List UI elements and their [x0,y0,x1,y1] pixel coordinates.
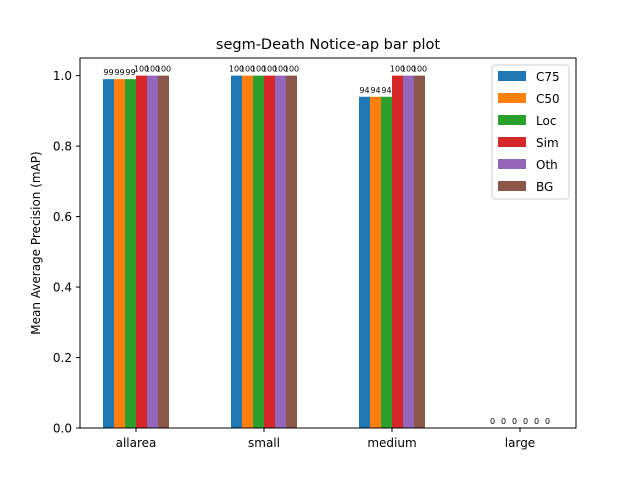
x-tick-label: large [505,436,535,450]
data-label-sim-small: 100 [262,65,277,74]
legend-swatch-c50 [498,93,526,103]
chart-title: segm-Death Notice-ap bar plot [216,37,441,53]
data-label-oth-small: 100 [273,65,288,74]
data-label-c50-small: 100 [240,65,255,74]
bar-loc-allarea [125,79,136,429]
bar-oth-medium [403,75,414,428]
bar-bg-small [286,75,297,428]
data-label-c75-allarea: 99 [103,68,113,77]
x-axis: allarea small medium large [116,428,535,450]
bar-sim-medium [392,75,403,428]
data-label-oth-allarea: 100 [145,65,160,74]
legend-label-c75: C75 [536,70,560,84]
data-label-bg-small: 100 [284,65,299,74]
data-label-c75-small: 100 [229,65,244,74]
data-label-c75-large: 0 [490,417,495,426]
legend-label-oth: Oth [536,158,558,172]
bar-c50-allarea [114,79,125,429]
y-tick-label: 1.0 [53,69,72,83]
y-tick-label: 0.8 [53,140,72,154]
data-label-loc-small: 100 [251,65,266,74]
y-tick-label: 0.0 [53,422,72,436]
legend-label-sim: Sim [536,136,559,150]
bars-group [103,75,425,429]
legend-box [491,64,570,200]
bar-bg-allarea [158,75,169,428]
data-label-sim-large: 0 [523,417,528,426]
plot-frame [79,57,577,429]
data-label-c75-medium: 94 [359,86,369,95]
data-label-bg-medium: 100 [412,65,427,74]
bar-sim-small [264,75,275,428]
x-tick-label: small [248,436,280,450]
bar-oth-allarea [147,75,158,428]
data-label-bg-large: 0 [545,417,550,426]
data-label-c50-medium: 94 [370,86,380,95]
data-label-sim-allarea: 100 [134,65,149,74]
legend-swatch-loc [498,115,526,125]
bar-c75-small [231,75,242,428]
bar-bg-medium [414,75,425,428]
data-label-oth-large: 0 [534,417,539,426]
data-label-c50-large: 0 [501,417,506,426]
bar-c75-medium [359,96,370,428]
legend-swatch-c75 [498,71,526,81]
data-label-loc-medium: 94 [381,86,391,95]
y-axis-label: Mean Average Precision (mAP) [29,151,43,334]
legend-label-bg: BG [536,180,553,194]
bar-loc-small [253,75,264,428]
legend-swatch-bg [498,181,526,191]
data-label-sim-medium: 100 [390,65,405,74]
data-label-loc-large: 0 [512,417,517,426]
y-axis: 0.0 0.2 0.4 0.6 0.8 1.0 [53,69,80,436]
data-label-bg-allarea: 100 [156,65,171,74]
bar-loc-medium [381,96,392,428]
bar-c50-medium [370,96,381,428]
x-tick-label: allarea [116,436,157,450]
y-tick-label: 0.2 [53,351,72,365]
bar-oth-small [275,75,286,428]
legend-swatch-oth [498,159,526,169]
data-label-loc-allarea: 99 [125,68,135,77]
x-tick-label: medium [367,436,416,450]
data-label-c50-allarea: 99 [114,68,124,77]
legend: C75 C50 Loc Sim Oth BG [491,64,570,200]
data-label-oth-medium: 100 [401,65,416,74]
bar-c75-allarea [103,79,114,429]
legend-label-c50: C50 [536,92,560,106]
legend-label-loc: Loc [536,114,556,128]
bar-sim-allarea [136,75,147,428]
y-tick-label: 0.6 [53,210,72,224]
y-tick-label: 0.4 [53,281,72,295]
legend-swatch-sim [498,137,526,147]
bar-c50-small [242,75,253,428]
